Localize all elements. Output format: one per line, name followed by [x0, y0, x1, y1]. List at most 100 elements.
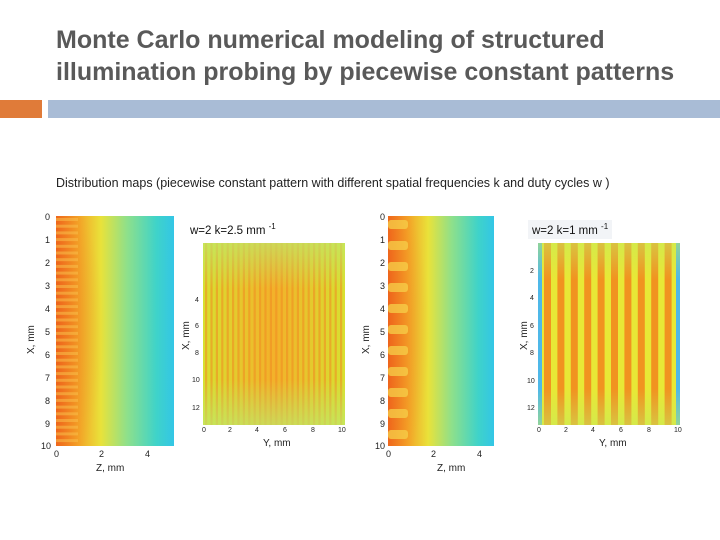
tick-label: 6	[380, 350, 386, 360]
left-xy-ylabel: X, mm	[181, 321, 192, 350]
pattern-stripe	[56, 352, 78, 355]
tick-label: 6	[530, 323, 534, 330]
label-text: w=2 k=1 mm	[532, 224, 598, 237]
pattern-stripe	[56, 258, 78, 262]
tick-label: 2	[380, 258, 386, 268]
tick-label: 1	[45, 235, 51, 245]
pattern-stripe	[56, 419, 78, 422]
tick-label: 5	[45, 327, 51, 337]
tick-label: 2	[45, 258, 51, 268]
right-xz-ylabel: X, mm	[361, 325, 372, 354]
tick-label: 0	[202, 427, 206, 434]
tick-label: 2	[228, 427, 232, 434]
pattern-stripe	[56, 298, 78, 302]
pattern-stripe	[56, 392, 78, 396]
tick-label: 8	[45, 396, 51, 406]
tick-label: 10	[527, 378, 535, 385]
right-xy-label: w=2 k=1 mm -1	[528, 220, 613, 239]
tick-label: 10	[192, 377, 200, 384]
tick-label: 0	[45, 212, 51, 222]
tick-label: 0	[54, 449, 60, 459]
tick-label: 12	[527, 405, 535, 412]
pattern-stripe	[388, 241, 408, 250]
pattern-stripe	[388, 220, 408, 229]
left-xz-ylabel: X, mm	[26, 325, 37, 354]
pattern-stripe	[56, 231, 78, 235]
tick-label: 1	[380, 235, 386, 245]
slide-title: Monte Carlo numerical modeling of struct…	[56, 24, 716, 88]
pattern-stripe	[56, 271, 78, 275]
pattern-stripe	[56, 365, 78, 369]
left-xy-heatmap	[203, 243, 345, 425]
pattern-stripe	[388, 409, 408, 418]
pattern-stripe	[388, 283, 408, 292]
tick-label: 12	[192, 405, 200, 412]
tick-label: 2	[564, 427, 568, 434]
left-xz-heatmap	[56, 216, 174, 446]
tick-label: 4	[255, 427, 259, 434]
tick-label: 8	[311, 427, 315, 434]
pattern-stripe	[56, 291, 78, 295]
tick-label: 8	[195, 350, 199, 357]
pattern-stripe	[56, 238, 78, 242]
pattern-stripe	[388, 304, 408, 313]
pattern-stripe	[56, 425, 78, 429]
right-xy-ylabel: X, mm	[519, 321, 530, 350]
pattern-stripe	[56, 251, 78, 255]
right-xy-heatmap	[538, 243, 680, 425]
tick-label: 6	[619, 427, 623, 434]
tick-label: 10	[674, 427, 682, 434]
pattern-stripe	[56, 378, 78, 382]
pattern-stripe	[388, 430, 408, 439]
tick-label: 0	[537, 427, 541, 434]
tick-label: 8	[647, 427, 651, 434]
right-xz-heatmap	[388, 216, 494, 446]
pattern-stripe	[56, 264, 78, 268]
pattern-stripe	[56, 398, 78, 402]
tick-label: 0	[380, 212, 386, 222]
pattern-stripe	[56, 338, 78, 342]
pattern-stripe	[56, 318, 78, 322]
tick-label: 8	[380, 396, 386, 406]
tick-label: 7	[45, 373, 51, 383]
tick-label: 4	[380, 304, 386, 314]
tick-label: 6	[283, 427, 287, 434]
title-line-2: illumination probing by piecewise consta…	[56, 58, 675, 86]
left-xz-xlabel: Z, mm	[96, 463, 125, 474]
pattern-stripe	[56, 412, 78, 416]
pattern-stripe	[56, 311, 78, 315]
tick-label: 10	[338, 427, 346, 434]
tick-label: 2	[99, 449, 105, 459]
tick-label: 4	[195, 297, 199, 304]
pattern-stripe	[56, 224, 78, 228]
pattern-stripe	[388, 367, 408, 376]
tick-label: 6	[195, 323, 199, 330]
tick-label: 9	[380, 419, 386, 429]
tick-label: 10	[375, 441, 386, 451]
pattern-stripe	[388, 325, 408, 334]
tick-label: 3	[45, 281, 51, 291]
pattern-stripe	[388, 346, 408, 355]
pattern-stripe	[56, 285, 78, 288]
label-superscript: -1	[601, 222, 609, 231]
pattern-stripe	[56, 218, 78, 221]
tick-label: 4	[145, 449, 151, 459]
tick-label: 2	[530, 268, 534, 275]
slide-subtitle: Distribution maps (piecewise constant pa…	[56, 176, 610, 190]
title-line-1: Monte Carlo numerical modeling of struct…	[56, 26, 605, 54]
pattern-stripe	[56, 385, 78, 389]
pattern-stripe	[56, 358, 78, 362]
right-xz-xlabel: Z, mm	[437, 463, 466, 474]
pattern-stripe	[56, 372, 78, 376]
label-text: w=2 k=2.5 mm	[190, 224, 266, 237]
tick-label: 4	[477, 449, 483, 459]
pattern-stripe	[56, 331, 78, 335]
pattern-stripe	[388, 388, 408, 397]
tick-label: 0	[386, 449, 392, 459]
tick-label: 10	[41, 441, 52, 451]
right-xy-xlabel: Y, mm	[599, 438, 627, 449]
accent-bar-blue	[48, 100, 720, 118]
pattern-stripe	[56, 305, 78, 309]
pattern-stripe	[388, 262, 408, 271]
tick-label: 4	[45, 304, 51, 314]
